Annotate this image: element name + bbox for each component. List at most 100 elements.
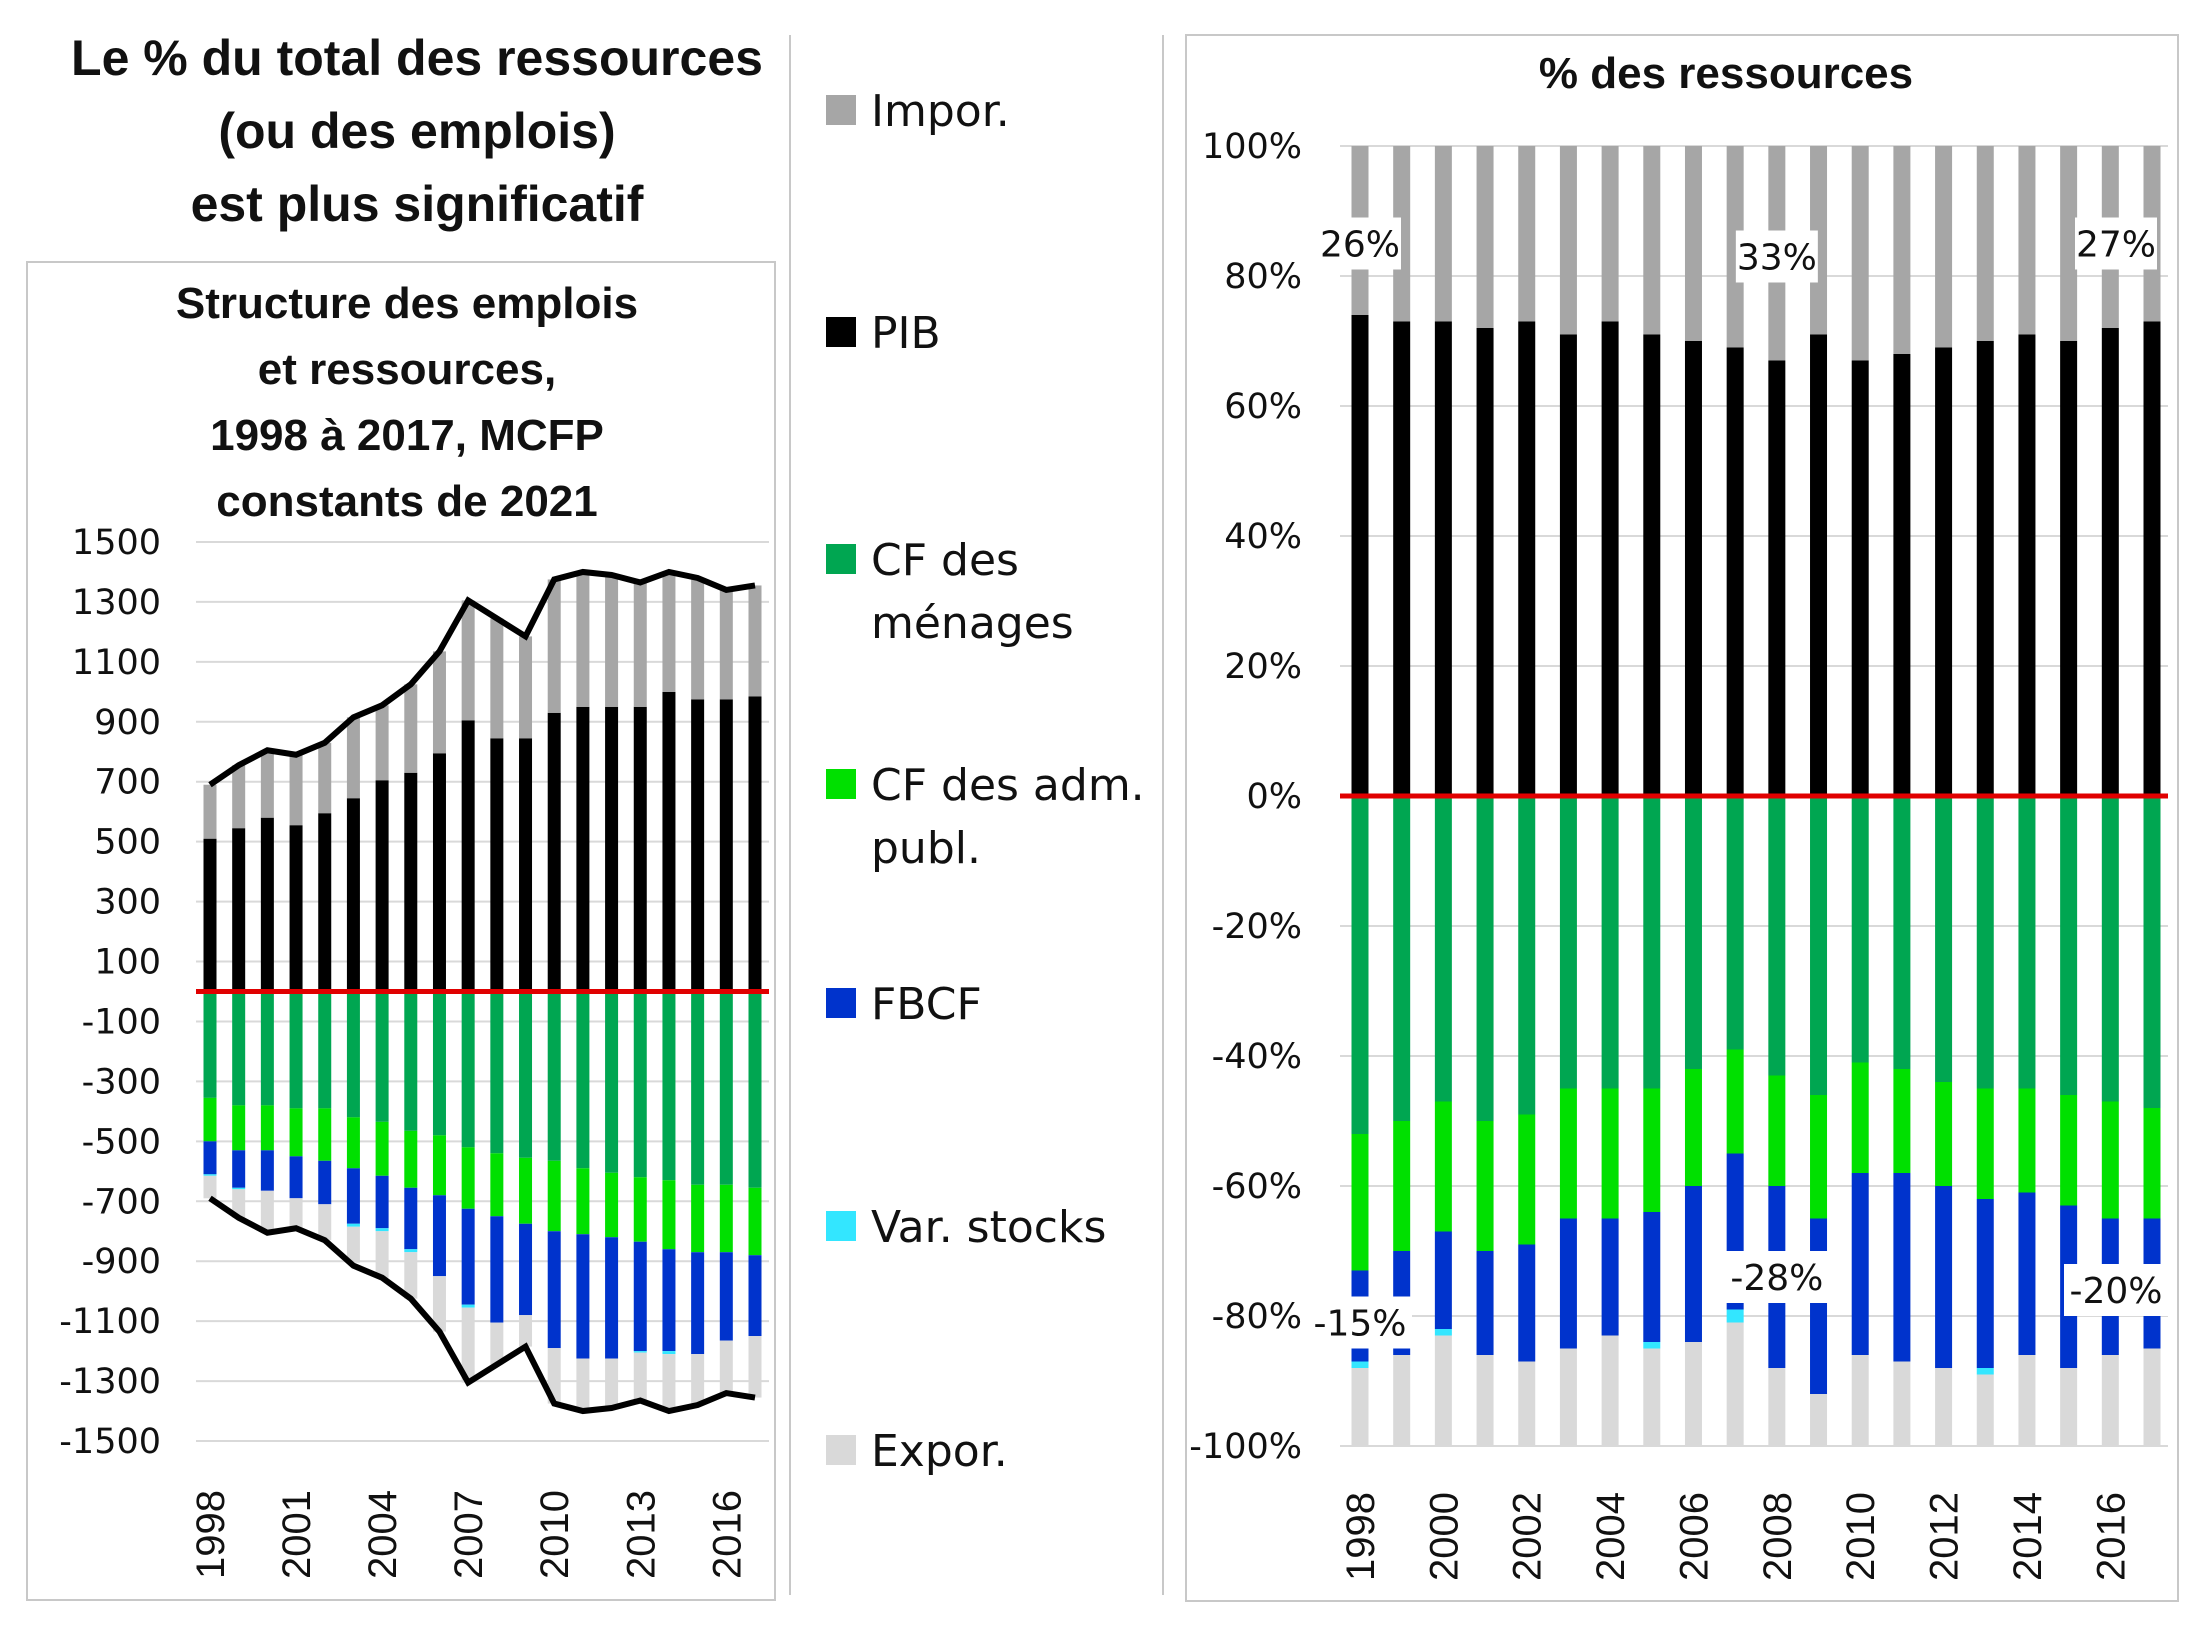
bar-segment xyxy=(1935,347,1953,796)
x-tick-label: 2004 xyxy=(1589,1492,1633,1581)
data-label: -28% xyxy=(1724,1251,1829,1303)
y-tick-label: -60% xyxy=(1212,1167,1302,1207)
bar-segment xyxy=(1726,1322,1744,1446)
y-tick-label: -1100 xyxy=(59,1302,161,1342)
data-label-text: -20% xyxy=(2069,1271,2162,1312)
bar-segment xyxy=(232,765,246,829)
y-tick-label: 100% xyxy=(1202,127,1302,167)
bar-segment xyxy=(1810,146,1828,335)
bar-segment xyxy=(2018,1192,2036,1355)
bar-segment xyxy=(346,1168,360,1224)
bar-segment xyxy=(375,780,389,992)
bar-segment xyxy=(1851,146,1869,361)
bar-segment xyxy=(346,1223,360,1227)
bar-segment xyxy=(346,717,360,799)
bar-segment xyxy=(719,1340,733,1394)
bar-segment xyxy=(2101,1355,2119,1446)
bar-segment xyxy=(232,1105,246,1151)
bar-segment xyxy=(1476,1251,1494,1355)
bar-segment xyxy=(691,1354,705,1406)
bar-segment xyxy=(547,579,561,713)
bar-segment xyxy=(633,1241,647,1352)
bar-segment xyxy=(1935,1368,1953,1446)
bar-segment xyxy=(461,991,475,1148)
bar-segment xyxy=(1893,1361,1911,1446)
bar-segment xyxy=(1601,796,1619,1089)
bar-segment xyxy=(1976,1199,1994,1368)
bar-segment xyxy=(375,1121,389,1176)
y-tick-label: 1100 xyxy=(72,643,161,683)
bar-segment xyxy=(1935,1186,1953,1368)
bar-segment xyxy=(490,1153,504,1217)
legend-item: CF des ménages xyxy=(826,535,1074,649)
bar-segment xyxy=(2018,796,2036,1089)
bar-segment xyxy=(260,1150,274,1191)
bar-segment xyxy=(1643,796,1661,1089)
x-tick-label: 1998 xyxy=(1339,1492,1383,1581)
bar-segment xyxy=(519,1157,533,1224)
bar-segment xyxy=(633,1351,647,1353)
y-tick-label: -1500 xyxy=(59,1422,161,1462)
bar-segment xyxy=(719,589,733,700)
bar-segment xyxy=(1643,146,1661,335)
y-tick-label: -100% xyxy=(1189,1427,1302,1467)
legend-swatch xyxy=(826,95,856,125)
bar-segment xyxy=(1518,1114,1536,1245)
bar-segment xyxy=(490,618,504,739)
bar-segment xyxy=(1393,1355,1411,1446)
data-label-text: 33% xyxy=(1737,238,1817,279)
bar-segment xyxy=(1643,334,1661,796)
y-tick-label: -20% xyxy=(1212,907,1302,947)
bar-segment xyxy=(748,1187,762,1256)
bar-segment xyxy=(1518,146,1536,322)
bar-segment xyxy=(748,696,762,992)
bar-segment xyxy=(232,991,246,1106)
chart-title: % des ressources xyxy=(1539,49,1913,98)
bar-segment xyxy=(1684,796,1702,1069)
bar-segment xyxy=(1518,796,1536,1115)
bar-segment xyxy=(633,1177,647,1242)
legend-item: PIB xyxy=(826,308,941,359)
bar-segment xyxy=(432,991,446,1136)
bar-segment xyxy=(232,1189,246,1218)
bar-segment xyxy=(1976,1088,1994,1199)
bar-segment xyxy=(1559,796,1577,1089)
bar-segment xyxy=(346,1117,360,1169)
bar-segment xyxy=(1810,1218,1828,1394)
x-tick-label: 2008 xyxy=(1756,1492,1800,1581)
legend-label: Var. stocks xyxy=(871,1202,1106,1253)
legend-label: Expor. xyxy=(871,1426,1008,1477)
bar-segment xyxy=(1810,796,1828,1095)
bar-segment xyxy=(1559,1218,1577,1349)
bar-segment xyxy=(1893,354,1911,796)
bar-segment xyxy=(2101,1101,2119,1219)
bar-segment xyxy=(1601,1088,1619,1219)
legend-label: CF des xyxy=(871,535,1019,586)
data-label: 27% xyxy=(2075,217,2157,270)
bar-segment xyxy=(1476,796,1494,1121)
bar-segment xyxy=(490,991,504,1154)
bar-segment xyxy=(519,738,533,992)
bar-segment xyxy=(1393,796,1411,1121)
data-label: 26% xyxy=(1319,217,1401,270)
bar-segment xyxy=(404,1187,418,1250)
bar-segment xyxy=(2143,321,2161,796)
bar-segment xyxy=(1684,341,1702,796)
data-label-text: -28% xyxy=(1730,1258,1823,1299)
bar-segment xyxy=(662,571,676,692)
x-tick-label: 2016 xyxy=(705,1490,749,1579)
bar-segment xyxy=(1393,146,1411,322)
bar-segment xyxy=(605,1237,619,1359)
bar-segment xyxy=(461,1208,475,1305)
bar-segment xyxy=(1476,1355,1494,1446)
x-tick-label: 2001 xyxy=(275,1490,319,1579)
legend-label: publ. xyxy=(871,823,981,874)
data-label-background xyxy=(1724,1251,1829,1303)
x-tick-label: 2012 xyxy=(1923,1492,1967,1581)
x-tick-label: 2013 xyxy=(619,1490,663,1579)
chart-title: constants de 2021 xyxy=(216,477,598,526)
y-tick-label: 500 xyxy=(94,823,161,863)
x-tick-label: 2014 xyxy=(2006,1492,2050,1581)
bar-segment xyxy=(662,991,676,1181)
